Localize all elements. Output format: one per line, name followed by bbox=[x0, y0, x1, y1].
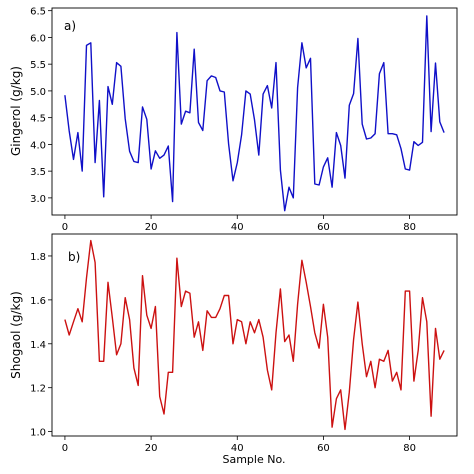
panel-b-x-tick-label: 60 bbox=[317, 443, 330, 454]
panel-a-x-tick-label: 40 bbox=[231, 222, 244, 233]
panel-a-plot-frame bbox=[51, 7, 458, 216]
panel-b-chart: 1.0 1.2 1.4 1.6 1.8 0 20 40 60 80 b) Shogaol (g/… bbox=[9, 233, 458, 466]
panel-b-label: b) bbox=[68, 250, 80, 264]
panel-b-y-tick-label: 1.6 bbox=[30, 296, 46, 307]
panel-a-y-axis-label: Gingerol (g/kg) bbox=[9, 66, 23, 156]
panel-a-label: a) bbox=[64, 19, 76, 33]
panel-b-y-tick-label: 1.8 bbox=[30, 252, 46, 263]
panel-a-y-tick-label: 4.5 bbox=[30, 114, 46, 125]
panel-b-x-tick-label: 0 bbox=[62, 443, 68, 454]
panel-a-y-tick-label: 6.5 bbox=[30, 7, 46, 18]
panel-b-y-tick-label: 1.0 bbox=[30, 428, 46, 439]
panel-a-y-tick-label: 4.0 bbox=[30, 140, 46, 151]
panel-b-y-tick-label: 1.4 bbox=[30, 340, 46, 351]
panel-b-y-ticks: 1.0 1.2 1.4 1.6 1.8 bbox=[30, 252, 52, 439]
panel-a-x-tick-label: 0 bbox=[62, 222, 68, 233]
panel-b-x-ticks: 0 20 40 60 80 bbox=[62, 436, 416, 454]
panel-a-x-ticks: 0 20 40 60 80 bbox=[62, 215, 416, 233]
panel-a-x-tick-label: 60 bbox=[317, 222, 330, 233]
panel-b-series-line bbox=[64, 239, 445, 431]
panel-b-y-tick-label: 1.2 bbox=[30, 384, 46, 395]
panel-b-x-tick-label: 20 bbox=[145, 443, 158, 454]
panel-a-y-tick-label: 5.0 bbox=[30, 87, 46, 98]
x-axis-label: Sample No. bbox=[222, 453, 285, 466]
panel-b-plot-frame bbox=[51, 233, 458, 437]
panel-a-y-tick-label: 3.0 bbox=[30, 194, 46, 205]
panel-a-y-tick-label: 6.0 bbox=[30, 33, 46, 44]
panel-b-x-tick-label: 40 bbox=[231, 443, 244, 454]
panel-a-y-ticks: 3.0 3.5 4.0 4.5 5.0 5.5 6.0 6.5 bbox=[30, 7, 52, 205]
panel-a-x-tick-label: 80 bbox=[403, 222, 416, 233]
panel-a-x-tick-label: 20 bbox=[145, 222, 158, 233]
panel-a-series-line bbox=[64, 15, 445, 212]
panel-b-x-tick-label: 80 bbox=[403, 443, 416, 454]
panel-a-y-tick-label: 5.5 bbox=[30, 60, 46, 71]
panel-a-chart: 3.0 3.5 4.0 4.5 5.0 5.5 6.0 6.5 0 20 40 60 80 a) Gi… bbox=[9, 7, 458, 233]
panel-b-y-axis-label: Shogaol (g/kg) bbox=[9, 291, 23, 379]
panel-a-y-tick-label: 3.5 bbox=[30, 167, 46, 178]
